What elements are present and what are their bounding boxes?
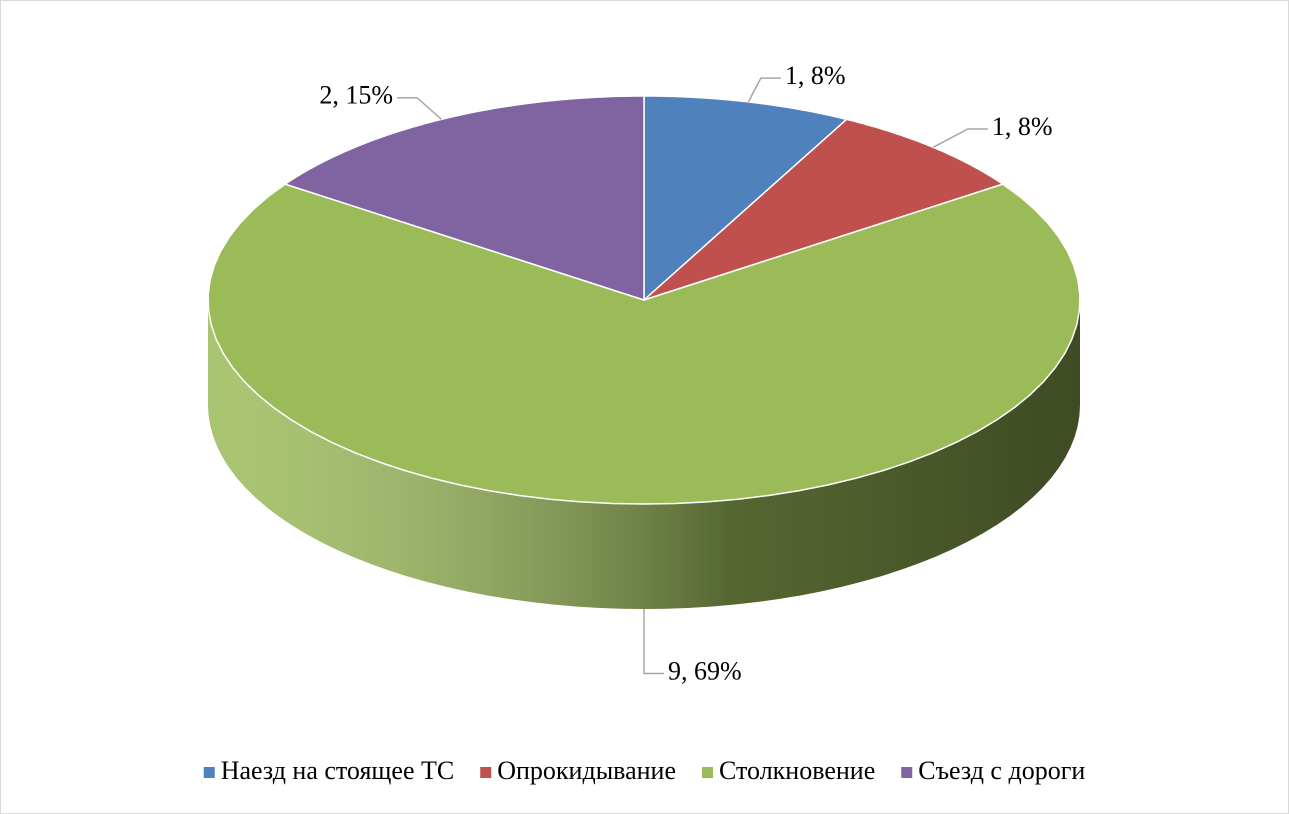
legend-label: Столкновение	[719, 756, 875, 785]
pie-slice	[207, 183, 1081, 505]
data-label: 1, 8%	[785, 61, 846, 90]
legend-swatch	[901, 767, 913, 778]
leader-line	[397, 96, 442, 120]
data-label: 2, 15%	[319, 81, 393, 110]
leader-line	[747, 77, 781, 103]
legend-swatch	[203, 767, 215, 778]
data-label: 1, 8%	[992, 112, 1053, 141]
pie-slice	[283, 95, 645, 302]
legend-label: Наезд на стоящее ТС	[221, 756, 455, 785]
data-label: 9, 69%	[668, 656, 742, 685]
legend-swatch	[480, 767, 492, 778]
leader-line	[932, 128, 988, 148]
legend-swatch	[702, 767, 714, 778]
leader-line	[643, 609, 664, 675]
pie-side-shade	[208, 300, 1080, 609]
pie-slice	[643, 118, 1005, 301]
legend-label: Опрокидывание	[497, 756, 676, 785]
legend-label: Съезд с дороги	[918, 756, 1085, 785]
